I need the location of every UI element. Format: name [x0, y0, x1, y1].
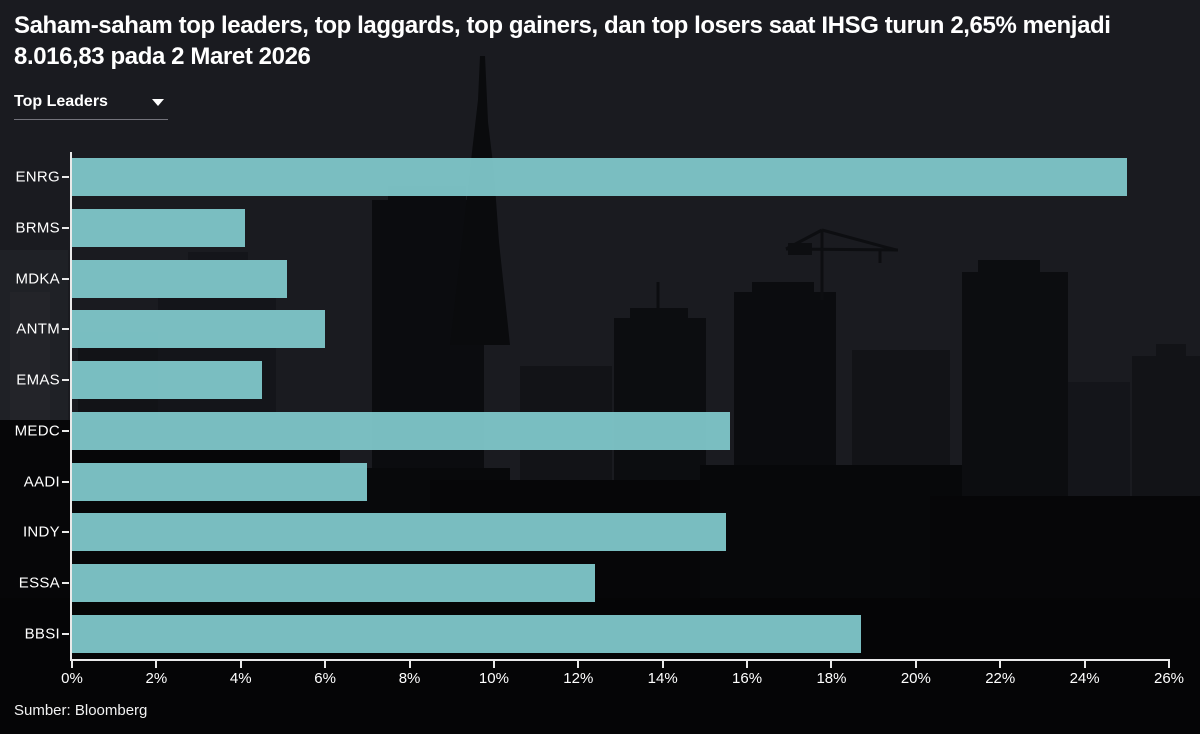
- x-axis-tick-mark: [914, 661, 917, 668]
- x-axis-tick-mark: [999, 661, 1002, 668]
- chevron-down-icon: [152, 98, 164, 106]
- y-axis-label: MDKA: [15, 270, 60, 288]
- x-axis-tick-mark: [324, 661, 327, 668]
- x-axis-tick-mark: [492, 661, 495, 668]
- x-axis-line: [70, 659, 1170, 661]
- y-axis-label: MEDC: [14, 422, 60, 440]
- bar-enrg: [72, 158, 1127, 197]
- x-axis-tick-label: 6%: [314, 670, 336, 687]
- x-axis-ticks: 0% 2% 4% 6% 8% 10% 12% 14% 16% 18% 20% 22% 24% 26%: [61, 661, 1184, 701]
- bar-bbsi: [72, 614, 861, 653]
- series-selector-value: Top Leaders: [14, 93, 108, 110]
- x-axis-tick-mark: [577, 661, 580, 668]
- y-axis-tick-mark: [62, 277, 69, 280]
- x-axis-tick-mark: [71, 661, 73, 668]
- y-axis-label: ENRG: [15, 168, 60, 186]
- x-axis-tick-label: 4%: [229, 670, 252, 687]
- x-axis-tick-label: 26%: [1153, 670, 1185, 687]
- y-axis-labels: ENRG BRMS MDKA ANTM EMAS MEDC AADI INDY ESSA BBSI: [0, 152, 72, 659]
- x-axis-tick-mark: [661, 661, 664, 668]
- series-selector-dropdown[interactable]: Top Leaders: [14, 93, 168, 120]
- x-axis-tick-mark: [830, 661, 833, 668]
- bar-medc: [72, 411, 731, 450]
- y-axis-label-row: BBSI: [0, 615, 72, 653]
- plot-area: [72, 152, 1169, 659]
- bar-antm: [72, 310, 326, 349]
- bar-aadi: [72, 462, 368, 501]
- x-axis-tick-label: 8%: [398, 670, 421, 687]
- bar-brms: [72, 209, 245, 248]
- bar-essa: [72, 563, 596, 602]
- bar-mdka: [72, 259, 288, 298]
- bar-indy: [72, 513, 726, 552]
- y-axis-tick-mark: [62, 480, 69, 483]
- x-axis-tick-mark: [1168, 661, 1170, 668]
- bar-emas: [72, 361, 262, 400]
- y-axis-label: ESSA: [18, 574, 60, 592]
- y-axis-label-row: BRMS: [0, 209, 72, 247]
- y-axis-label-row: MEDC: [0, 412, 72, 450]
- y-axis-label-row: INDY: [0, 513, 72, 551]
- y-axis-label: AADI: [23, 473, 60, 491]
- x-axis-tick-mark: [239, 661, 242, 668]
- y-axis-label: BRMS: [15, 219, 60, 237]
- x-axis-tick-label: 2%: [145, 670, 168, 687]
- x-axis-tick-label: 20%: [900, 670, 931, 687]
- y-axis-tick-mark: [62, 429, 69, 432]
- x-axis-tick-label: 14%: [647, 670, 678, 687]
- y-axis-label: EMAS: [16, 371, 60, 389]
- page-title: Saham-saham top leaders, top laggards, t…: [14, 12, 1111, 70]
- y-axis-label: BBSI: [24, 625, 60, 643]
- y-axis-label: INDY: [22, 523, 60, 541]
- y-axis-label-row: MDKA: [0, 260, 72, 298]
- y-axis-tick-mark: [62, 328, 69, 331]
- y-axis-tick-mark: [62, 632, 69, 635]
- y-axis-label-row: EMAS: [0, 361, 72, 399]
- x-axis-tick-label: 12%: [563, 670, 594, 687]
- y-axis-label-row: ENRG: [0, 158, 72, 196]
- x-axis-tick-mark: [408, 661, 411, 668]
- x-axis-tick-label: 0%: [61, 670, 83, 687]
- x-axis-tick-mark: [746, 661, 749, 668]
- y-axis-tick-mark: [62, 581, 69, 584]
- y-axis-label-row: ESSA: [0, 564, 72, 602]
- y-axis-label-row: ANTM: [0, 310, 72, 348]
- y-axis-tick-mark: [62, 227, 69, 230]
- x-axis-tick-label: 16%: [732, 670, 763, 687]
- source-attribution: Sumber: Bloomberg: [14, 702, 148, 719]
- x-axis-tick-mark: [155, 661, 158, 668]
- y-axis-tick-mark: [62, 531, 69, 534]
- x-axis-tick-label: 24%: [1069, 670, 1100, 687]
- y-axis-tick-mark: [62, 379, 69, 382]
- y-axis-label-row: AADI: [0, 463, 72, 501]
- x-axis-tick-label: 10%: [478, 670, 509, 687]
- y-axis-tick-mark: [62, 176, 69, 179]
- y-axis-label: ANTM: [16, 320, 60, 338]
- y-axis-line: [70, 152, 72, 661]
- x-axis-tick-label: 18%: [816, 670, 847, 687]
- x-axis-tick-mark: [1083, 661, 1086, 668]
- x-axis-tick-label: 22%: [985, 670, 1016, 687]
